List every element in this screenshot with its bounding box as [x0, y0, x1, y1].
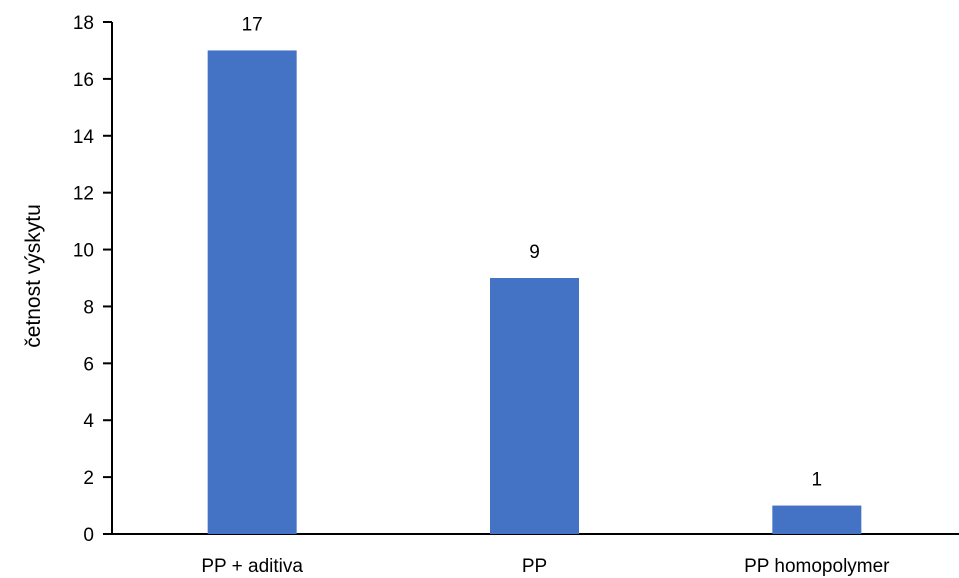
x-axis: PP + aditiva PP PP homopolymer [112, 533, 959, 577]
y-tick-label: 4 [83, 411, 94, 432]
bar-value-label: 1 [812, 470, 823, 491]
bar-value-label: 17 [242, 14, 263, 35]
x-category-label: PP + aditiva [201, 556, 303, 577]
y-tick-label: 18 [73, 13, 94, 34]
y-tick-label: 6 [83, 354, 94, 375]
y-tick-label: 0 [83, 525, 94, 546]
bars [207, 50, 862, 534]
y-tick-label: 16 [73, 70, 94, 91]
bar [490, 278, 579, 534]
y-axis: 0 2 4 6 8 10 12 14 16 18 [73, 13, 113, 546]
x-category-label: PP homopolymer [744, 556, 890, 577]
y-tick-label: 10 [73, 241, 94, 262]
bar-value-label: 9 [529, 242, 540, 263]
x-category-label: PP [522, 556, 547, 577]
bar [772, 505, 862, 534]
bar [207, 50, 297, 534]
y-tick-label: 2 [83, 468, 94, 489]
y-axis-title: četnost výskytu [22, 204, 45, 348]
y-tick-label: 14 [73, 127, 95, 148]
y-tick-label: 12 [73, 184, 94, 205]
y-tick-label: 8 [83, 297, 94, 318]
